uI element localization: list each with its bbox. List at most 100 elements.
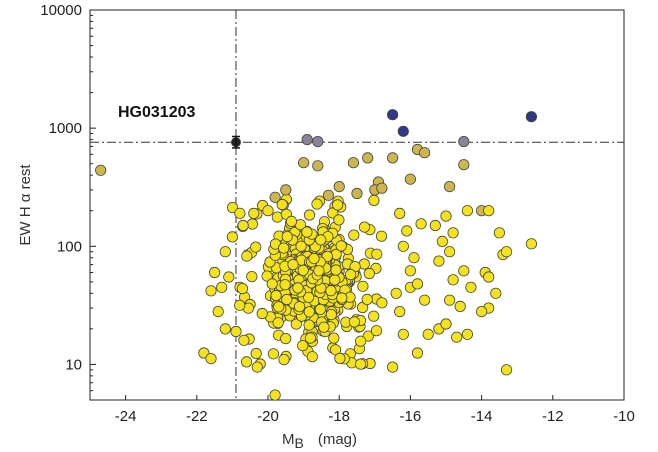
x-tick-label: -22 (186, 408, 208, 425)
x-axis-label-sub: B (295, 435, 304, 451)
data-point (483, 205, 495, 217)
y-tick-label: 100 (57, 238, 82, 255)
error-bar (231, 135, 240, 149)
data-point (297, 264, 309, 276)
data-point (219, 246, 231, 258)
data-point (303, 209, 316, 221)
x-tick-label: -16 (400, 408, 422, 425)
data-point (266, 278, 278, 290)
data-point (313, 265, 325, 277)
data-point (370, 325, 383, 337)
data-point (278, 242, 290, 254)
data-point (325, 285, 337, 297)
data-point (401, 225, 413, 237)
data-point (335, 240, 347, 252)
data-point (362, 330, 374, 342)
y-tick-label: 10 (65, 356, 82, 373)
data-point (281, 231, 293, 243)
data-point (330, 264, 342, 276)
data-point (285, 215, 298, 227)
data-point (361, 293, 373, 305)
data-point (303, 319, 315, 331)
data-point (397, 328, 409, 340)
data-point (234, 299, 246, 311)
data-point (351, 187, 363, 200)
data-point (397, 125, 409, 137)
plot-frame (89, 9, 625, 401)
data-point (461, 328, 473, 340)
data-point (440, 318, 452, 330)
data-point (358, 258, 370, 270)
data-point (386, 152, 399, 164)
x-tick-label: -14 (471, 408, 493, 425)
data-point (312, 160, 324, 172)
data-point (440, 210, 452, 222)
data-point (436, 235, 448, 247)
data-point (408, 252, 420, 264)
data-point (348, 316, 360, 328)
data-point (375, 230, 388, 242)
data-point (422, 328, 434, 340)
data-point (303, 306, 315, 318)
data-point (226, 231, 238, 243)
data-point (418, 294, 431, 306)
data-point (227, 202, 239, 214)
data-point (328, 332, 340, 344)
data-point (269, 389, 281, 401)
data-point (415, 218, 427, 230)
data-point (368, 310, 380, 322)
data-point (209, 266, 221, 279)
data-point (325, 308, 337, 321)
x-tick-label: -10 (613, 408, 635, 425)
data-point (447, 227, 459, 239)
data-points (95, 109, 538, 401)
data-point (333, 214, 345, 226)
data-point (475, 305, 488, 318)
data-point (216, 281, 228, 293)
data-point (314, 303, 326, 315)
data-point (223, 271, 235, 283)
data-point (261, 270, 273, 282)
data-point (293, 301, 306, 313)
plot-area-border (89, 9, 625, 401)
data-point (311, 198, 323, 210)
data-point (348, 229, 360, 241)
data-point (267, 348, 279, 360)
data-point (376, 297, 388, 309)
data-point (404, 173, 416, 185)
data-point (270, 289, 282, 302)
data-point (525, 238, 538, 250)
data-point (205, 352, 217, 365)
data-point (301, 226, 313, 238)
data-point (451, 331, 463, 343)
data-point (376, 182, 388, 194)
data-point (281, 293, 293, 306)
data-point (411, 278, 424, 290)
data-point (333, 181, 345, 193)
data-point (295, 240, 307, 252)
data-point (443, 181, 456, 193)
data-point (302, 291, 315, 303)
data-point (386, 109, 399, 121)
data-point (357, 280, 369, 292)
data-point (354, 358, 367, 370)
data-point (362, 152, 374, 164)
data-point (273, 301, 285, 313)
data-point (280, 332, 292, 345)
data-point (447, 274, 459, 286)
data-point (304, 332, 316, 344)
data-point (297, 157, 310, 169)
data-point (404, 265, 416, 277)
data-point (278, 353, 290, 366)
data-point (315, 234, 327, 246)
data-point (312, 136, 324, 148)
x-axis-label: MB (mag) (282, 431, 357, 451)
data-point (236, 282, 249, 295)
data-point (269, 191, 281, 203)
data-point (246, 270, 258, 283)
x-tick-label: -20 (257, 408, 279, 425)
data-point (290, 318, 302, 330)
data-point (205, 285, 217, 297)
data-point (318, 321, 330, 333)
